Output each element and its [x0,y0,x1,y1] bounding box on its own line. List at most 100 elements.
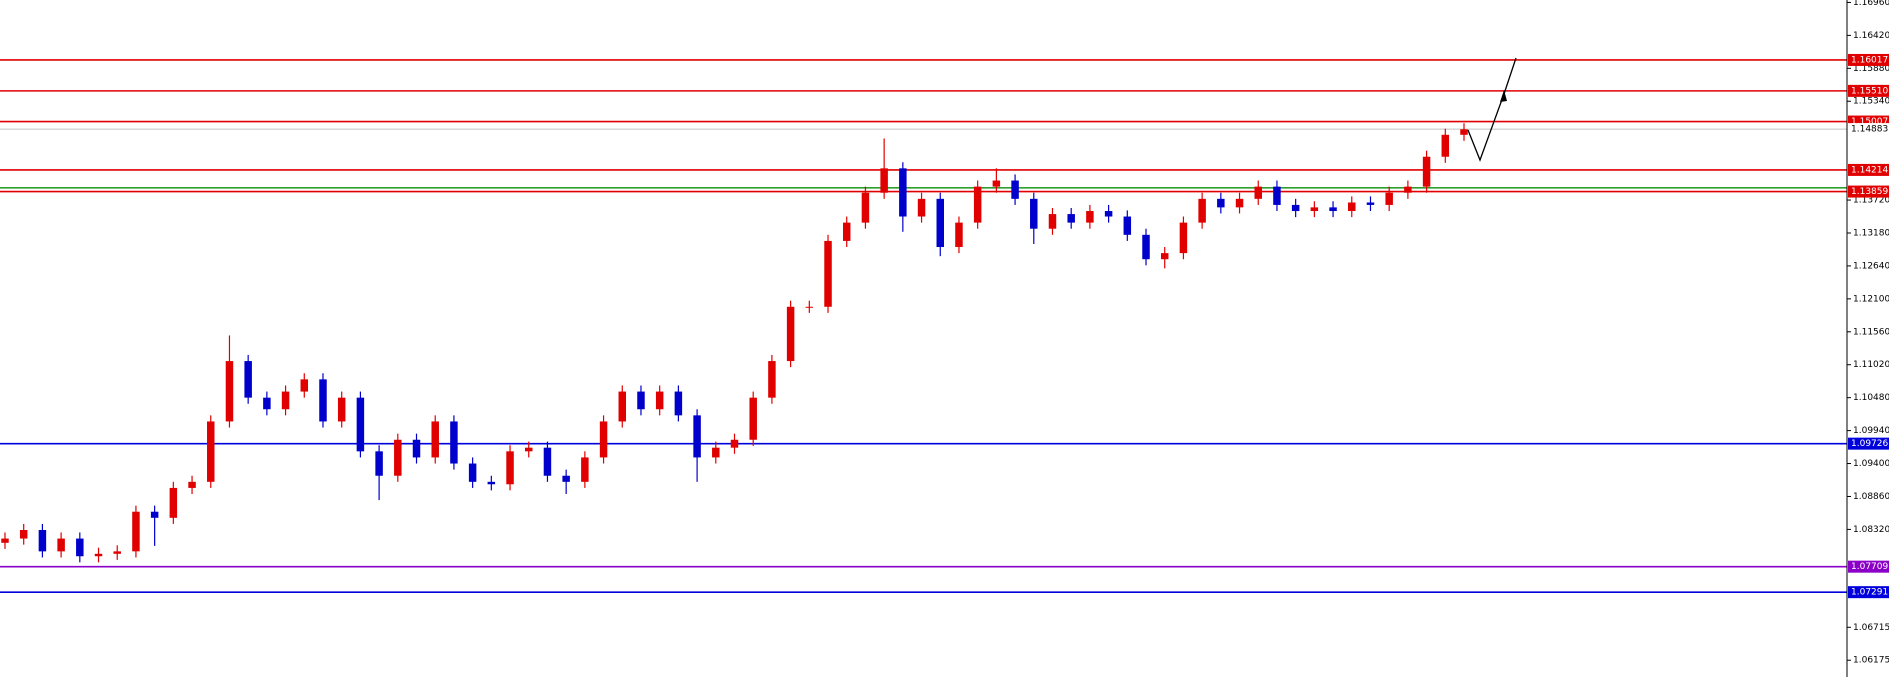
y-tick-label: 1.16420 [1853,31,1889,41]
candle-body [768,361,776,398]
candle-body [1310,207,1319,212]
candle-body [1235,198,1244,208]
candle-body [1385,192,1393,205]
y-tick-label: 1.15880 [1853,64,1889,74]
candle-body [543,447,552,476]
candle-body [207,421,215,482]
price-label-box [1848,53,1889,66]
y-tick-label: 1.12640 [1853,261,1889,271]
candle-body [94,553,103,557]
candle-body [599,421,608,458]
price-label: 1.16017 [1851,55,1888,65]
candle-body [655,391,664,410]
y-tick-label: 1.13180 [1853,228,1889,238]
candle-body [730,439,739,448]
candle-body [300,379,309,392]
candle-body [992,180,1001,187]
y-tick-label: 1.09400 [1853,459,1889,469]
candle-body [1123,216,1132,235]
candle-body [281,391,290,410]
candle-body [824,240,832,307]
price-label: 1.07709 [1851,562,1888,572]
candle-body [188,481,196,488]
candle-body [244,361,252,398]
candle-body [38,530,47,552]
candle-body [1422,156,1431,187]
candle-body [1366,202,1375,205]
candle-body [955,222,963,248]
candle-body [1,538,9,543]
candle-body [1179,222,1188,254]
candle-body [525,447,533,452]
forecast-path [1467,57,1517,162]
candle-body [1011,180,1019,199]
candle-body [169,487,178,518]
candle-body [1142,234,1150,260]
candle-body [468,463,477,482]
candle-body [506,451,514,485]
candle-body [57,538,65,552]
forecast-arrowhead [1500,90,1507,102]
candle-body [412,439,421,458]
candle-body [1104,211,1113,217]
y-tick-label: 1.15340 [1853,97,1889,107]
candle-body [1198,198,1206,223]
candle-body [562,475,570,482]
candle-body [1404,186,1412,193]
candle-body [76,538,84,557]
candle-body [356,397,365,452]
candle-body [1291,204,1300,212]
price-label-box [1848,437,1889,450]
candle-body [431,421,439,458]
y-tick-label: 1.06175 [1853,656,1889,666]
candle-body [1254,186,1262,199]
candle-body [487,481,496,485]
candle-body [693,415,701,458]
price-label: 1.14883 [1851,125,1888,135]
price-label-box [1848,586,1889,599]
candle-body [917,198,926,217]
candle-body [225,361,234,422]
candle-body [19,530,28,539]
candle-body [1086,211,1094,223]
candle-body [263,397,271,410]
candle-body [786,306,795,362]
candle-body [861,192,870,223]
candle-body [1460,129,1468,135]
y-tick-label: 1.11560 [1853,327,1889,337]
candle-body [1067,214,1075,223]
candle-body [375,451,383,476]
candle-body [132,511,140,552]
y-tick-label: 1.08860 [1853,492,1889,502]
price-label-box [1848,123,1889,136]
candle-body [936,198,944,248]
y-tick-label: 1.06715 [1853,623,1889,633]
price-label: 1.13859 [1851,187,1888,197]
candle-body [712,447,720,458]
price-label-box [1848,185,1889,198]
price-label: 1.15007 [1851,117,1888,127]
candle-body [337,397,346,422]
candle-body [1329,207,1337,212]
candle-body [637,391,645,410]
price-label: 1.09726 [1851,439,1888,449]
candle-body [581,457,589,482]
candle-body [842,222,851,241]
price-label: 1.15510 [1851,86,1888,96]
candle-body [450,421,458,464]
y-tick-label: 1.12100 [1853,294,1889,304]
candle-body [674,391,683,416]
candle-body [805,306,814,308]
candle-body [1048,214,1057,229]
candle-body [150,511,159,518]
candle-body [113,551,121,554]
y-tick-label: 1.11020 [1853,360,1889,370]
y-tick-label: 1.10480 [1853,393,1889,403]
price-label: 1.14214 [1851,165,1888,175]
candle-body [1030,198,1038,229]
candle-body [1217,198,1225,208]
y-tick-label: 1.16960 [1853,0,1889,8]
y-tick-label: 1.13720 [1853,196,1889,206]
